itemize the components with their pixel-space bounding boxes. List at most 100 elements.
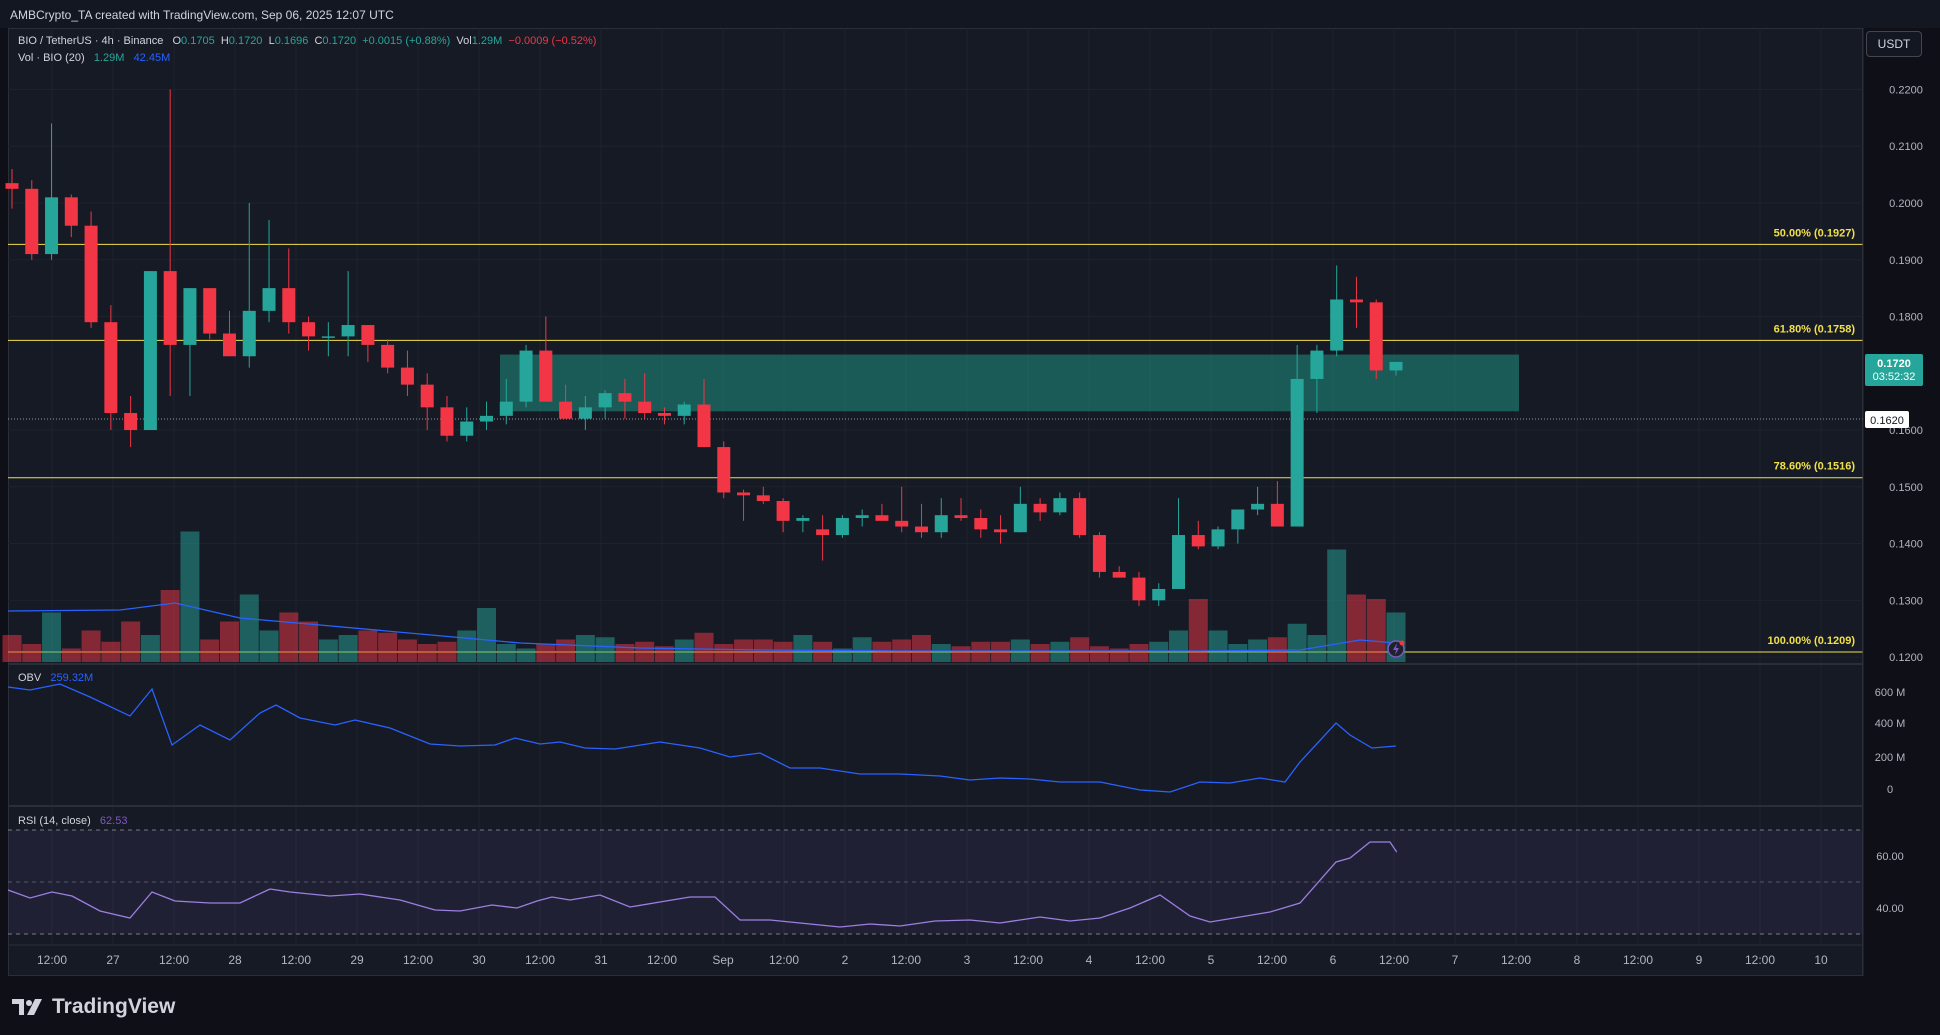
candle-body[interactable] [1211, 529, 1225, 547]
candle-body[interactable] [104, 322, 118, 414]
rsi-tick: 40.00 [1876, 903, 1904, 915]
candle-body[interactable] [460, 421, 474, 436]
price-tick: 0.2100 [1889, 141, 1923, 153]
candle-body[interactable] [638, 401, 652, 414]
candles[interactable] [5, 89, 1403, 606]
candle-body[interactable] [400, 367, 414, 385]
candle-body[interactable] [816, 529, 830, 536]
candle-body[interactable] [282, 288, 296, 323]
demand-zone[interactable] [500, 354, 1519, 412]
symbol-name[interactable]: BIO / TetherUS · 4h · Binance [18, 35, 164, 47]
candle-body[interactable] [440, 407, 454, 436]
candle-body[interactable] [737, 492, 751, 496]
candle-body[interactable] [677, 404, 691, 416]
candle-body[interactable] [657, 413, 671, 416]
candle-body[interactable] [321, 336, 335, 338]
candle-body[interactable] [1251, 503, 1265, 510]
candle-body[interactable] [1152, 588, 1166, 601]
price-axis[interactable]: 0.2200 0.2100 0.2000 0.1900 0.1800 0.1600 0.15… [1875, 84, 1923, 915]
candle-body[interactable] [45, 197, 59, 255]
candle-body[interactable] [124, 413, 138, 431]
rsi-label[interactable]: RSI (14, close) [18, 815, 91, 827]
candle-body[interactable] [341, 325, 355, 337]
time-tick: 28 [228, 953, 242, 967]
candle-body[interactable] [1270, 503, 1284, 527]
chart-frame[interactable] [8, 28, 1863, 976]
volume-bar [1307, 635, 1327, 662]
obv-tick: 0 [1887, 784, 1893, 796]
candle-body[interactable] [143, 271, 157, 431]
candle-body[interactable] [1290, 378, 1304, 527]
candle-body[interactable] [1013, 503, 1027, 533]
candle-body[interactable] [578, 407, 592, 419]
candle-body[interactable] [1033, 503, 1047, 513]
candle-body[interactable] [519, 350, 533, 402]
candle-body[interactable] [361, 325, 375, 345]
candle-body[interactable] [1369, 302, 1383, 371]
volume-indicator-name[interactable]: Vol · BIO (20) [18, 52, 85, 64]
candle-body[interactable] [994, 529, 1008, 533]
candle-body[interactable] [1073, 498, 1087, 536]
candle-body[interactable] [1132, 577, 1146, 601]
candle-body[interactable] [1310, 350, 1324, 379]
candle-body[interactable] [242, 310, 256, 357]
legend-main[interactable]: BIO / TetherUS · 4h · Binance O0.1705 H0… [18, 35, 596, 47]
legend-rsi[interactable]: RSI (14, close) 62.53 [18, 815, 127, 827]
crosshair-price: 0.1620 [1870, 415, 1904, 427]
candle-body[interactable] [954, 515, 968, 519]
legend-obv[interactable]: OBV 259.32M [18, 672, 93, 684]
candle-body[interactable] [559, 401, 573, 419]
candle-body[interactable] [776, 500, 790, 521]
volume-bar [299, 621, 319, 662]
candle-body[interactable] [25, 188, 39, 255]
candle-body[interactable] [1191, 535, 1205, 547]
price-tick: 0.2200 [1889, 84, 1923, 96]
candle-body[interactable] [717, 447, 731, 493]
candle-body[interactable] [302, 322, 316, 337]
candle-body[interactable] [697, 404, 711, 448]
candle-body[interactable] [1231, 509, 1245, 530]
currency-button[interactable]: USDT [1866, 31, 1922, 57]
tradingview-logo[interactable]: TradingView [12, 995, 175, 1019]
candle-body[interactable] [875, 515, 889, 521]
candle-body[interactable] [756, 495, 770, 501]
candle-body[interactable] [420, 384, 434, 408]
candle-body[interactable] [1092, 535, 1106, 572]
candle-body[interactable] [895, 520, 909, 527]
candle-body[interactable] [480, 415, 494, 422]
obv-label[interactable]: OBV [18, 672, 42, 684]
candle-body[interactable] [203, 288, 217, 334]
candle-body[interactable] [934, 515, 948, 533]
candle-body[interactable] [618, 393, 632, 402]
alert-icon[interactable] [1387, 640, 1405, 658]
candle-body[interactable] [1172, 535, 1186, 589]
volume-bar [358, 630, 378, 662]
candle-body[interactable] [1349, 299, 1363, 303]
candle-body[interactable] [1330, 299, 1344, 351]
volume-bar [397, 639, 417, 662]
candle-body[interactable] [262, 288, 276, 311]
candle-body[interactable] [1389, 361, 1403, 371]
candle-body[interactable] [183, 288, 197, 345]
candle-body[interactable] [974, 518, 988, 530]
candle-body[interactable] [1053, 498, 1067, 513]
candle-body[interactable] [64, 197, 78, 226]
time-axis[interactable]: 12:00 27 12:00 28 12:00 29 12:00 30 12:00 31 12:00… [37, 953, 1828, 967]
candle-body[interactable] [796, 518, 810, 521]
legend-volume[interactable]: Vol · BIO (20) 1.29M 42.45M [18, 52, 170, 64]
volume-bar [81, 630, 101, 662]
candle-body[interactable] [1112, 571, 1126, 578]
open-value: 0.1705 [181, 35, 215, 47]
candle-body[interactable] [381, 344, 395, 368]
candle-body[interactable] [222, 333, 236, 357]
candle-body[interactable] [5, 183, 19, 189]
candle-body[interactable] [499, 401, 513, 416]
candle-body[interactable] [598, 393, 612, 408]
candle-body[interactable] [84, 225, 98, 323]
candle-body[interactable] [914, 526, 928, 533]
candle-body[interactable] [855, 515, 869, 519]
candle-body[interactable] [539, 350, 553, 402]
candle-body[interactable] [835, 518, 849, 536]
candle-body[interactable] [163, 271, 177, 345]
